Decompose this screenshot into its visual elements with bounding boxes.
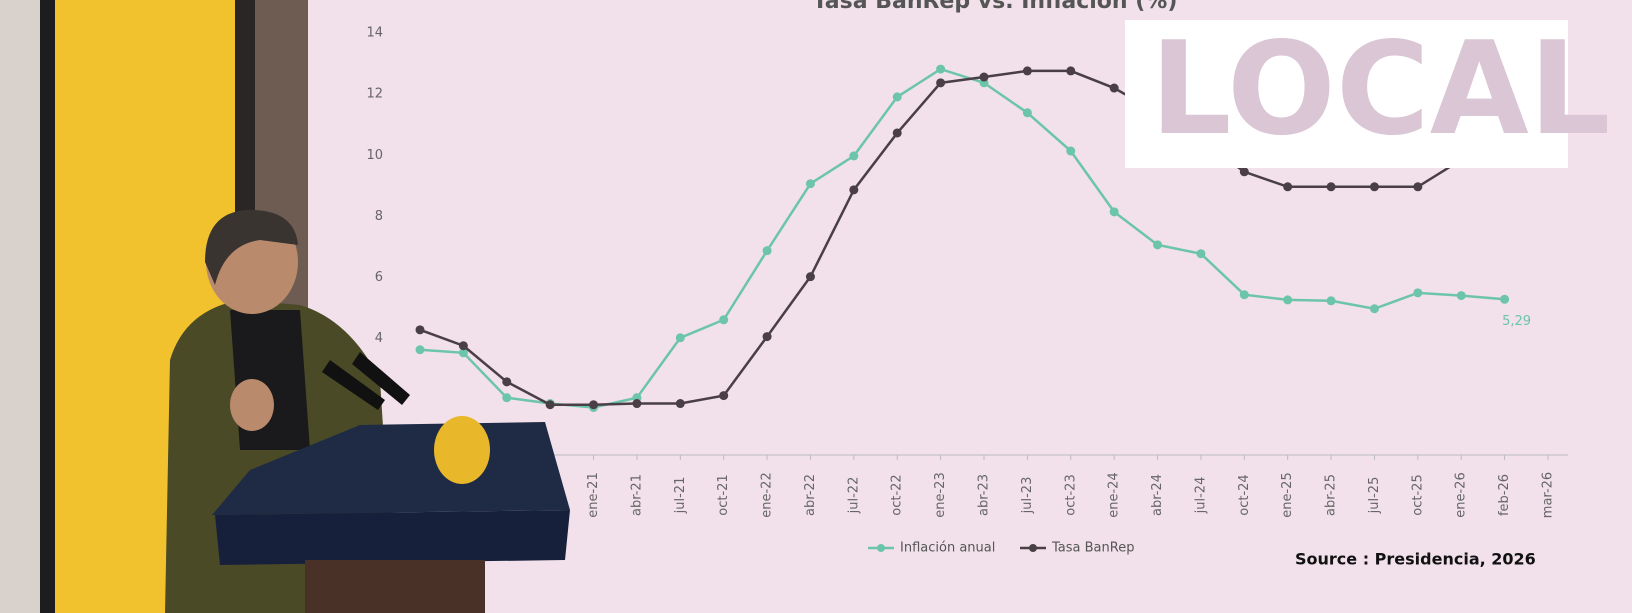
y-tick-label: 14 — [366, 26, 383, 41]
microphone — [322, 360, 385, 410]
x-tick-label: feb-26 — [1497, 474, 1512, 516]
y-tick-label: 10 — [366, 148, 383, 163]
point — [719, 315, 729, 325]
point — [1022, 108, 1032, 118]
point — [1500, 294, 1510, 304]
legend-label: Tasa BanRep — [1051, 541, 1134, 556]
point — [632, 399, 642, 409]
point — [675, 399, 685, 409]
point — [1066, 66, 1076, 76]
point — [1109, 83, 1119, 93]
data-label: 5,29 — [1502, 314, 1531, 329]
point — [589, 400, 599, 410]
point — [1196, 249, 1206, 259]
source: Source : Presidencia, 2026 — [1295, 550, 1536, 569]
podium-edge — [215, 510, 570, 565]
point — [502, 377, 512, 387]
point — [849, 151, 859, 161]
x-tick-label: abr-23 — [977, 474, 992, 516]
point — [936, 78, 946, 88]
point — [936, 64, 946, 74]
x-tick-label: oct-25 — [1410, 474, 1425, 515]
coat-of-arms — [434, 416, 490, 484]
point — [892, 128, 902, 138]
chart-title: Tasa BanRep vs. Inflación (%) — [813, 0, 1178, 14]
hair — [205, 209, 298, 285]
point — [1283, 182, 1293, 192]
x-tick-label: ene-26 — [1454, 472, 1469, 517]
y-tick-label: 4 — [375, 331, 383, 346]
x-tick-label: oct-23 — [1063, 474, 1078, 515]
point — [1326, 182, 1336, 192]
point — [1326, 296, 1336, 306]
point — [762, 246, 772, 256]
point — [1109, 207, 1119, 217]
x-tick-label: jul-21 — [673, 477, 688, 515]
sweater — [230, 310, 310, 450]
point — [458, 348, 468, 358]
point — [892, 92, 902, 102]
point — [805, 179, 815, 189]
badge-text: LOCAL — [1150, 15, 1610, 164]
x-tick-label: abr-25 — [1324, 474, 1339, 516]
point — [719, 391, 729, 401]
point — [1413, 288, 1423, 298]
point — [1413, 182, 1423, 192]
point — [1239, 167, 1249, 177]
point — [1456, 291, 1466, 301]
x-tick-label: abr-22 — [803, 474, 818, 516]
x-tick-label: abr-24 — [1150, 474, 1165, 516]
point — [1153, 240, 1163, 250]
point — [1066, 146, 1076, 156]
badge-box — [1125, 20, 1568, 168]
x-tick-label: ene-24 — [1107, 472, 1122, 517]
frame — [40, 0, 55, 613]
point — [805, 272, 815, 282]
point — [502, 393, 512, 403]
podium — [212, 416, 570, 613]
x-tick-label: mar-26 — [1541, 472, 1556, 518]
x-tick-label: ene-23 — [933, 472, 948, 517]
point — [545, 400, 555, 410]
hand — [230, 379, 274, 431]
point — [415, 345, 425, 355]
point — [675, 333, 685, 343]
x-tick-label: ene-25 — [1280, 472, 1295, 517]
point — [979, 72, 989, 82]
x-tick-label: jul-25 — [1367, 477, 1382, 515]
legend-label: Inflación anual — [900, 541, 995, 556]
y-tick-label: 12 — [366, 87, 383, 102]
x-tick-label: ene-22 — [760, 472, 775, 517]
legend-marker — [1029, 544, 1037, 552]
y-tick-label: 8 — [375, 209, 383, 224]
point — [1022, 66, 1032, 76]
point — [1369, 304, 1379, 314]
x-tick-label: jul-24 — [1193, 477, 1208, 515]
point — [1239, 290, 1249, 300]
x-tick-label: oct-22 — [890, 474, 905, 515]
x-tick-label: jul-23 — [1020, 477, 1035, 515]
point — [1369, 182, 1379, 192]
point — [415, 325, 425, 335]
x-tick-label: oct-24 — [1237, 474, 1252, 515]
legend-marker — [877, 544, 885, 552]
x-tick-label: jul-22 — [846, 477, 861, 515]
x-tick-label: ene-21 — [586, 472, 601, 517]
y-tick-label: 6 — [375, 270, 383, 285]
point — [458, 341, 468, 351]
point — [849, 185, 859, 195]
series-line — [419, 67, 1505, 409]
overlay: LOCAL Source : Presidencia, 2026 — [1125, 15, 1610, 569]
podium-column — [305, 560, 485, 613]
x-tick-label: oct-21 — [716, 474, 731, 515]
x-tick-label: abr-21 — [629, 474, 644, 516]
point — [762, 332, 772, 342]
point — [1283, 295, 1293, 305]
microphone — [352, 352, 410, 405]
